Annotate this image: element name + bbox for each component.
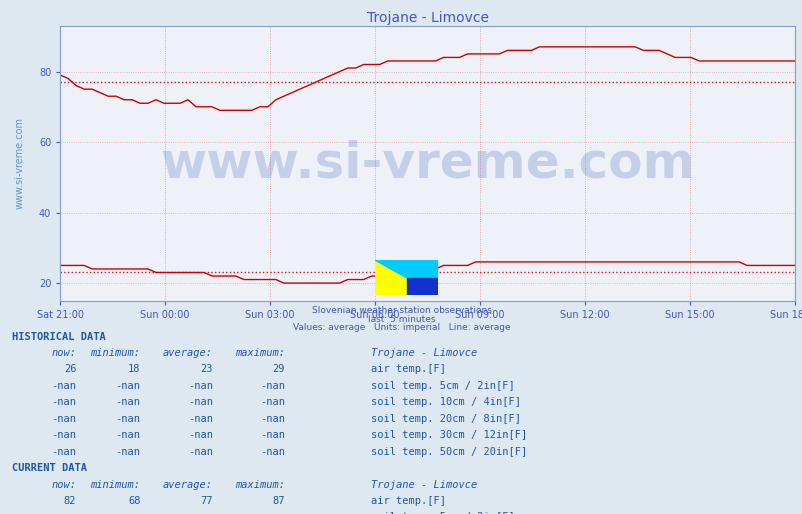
- Text: Trojane - Limovce: Trojane - Limovce: [371, 348, 476, 358]
- Text: CURRENT DATA: CURRENT DATA: [12, 463, 87, 473]
- Text: -nan: -nan: [51, 414, 76, 424]
- Text: www.si-vreme.com: www.si-vreme.com: [160, 139, 694, 187]
- Text: -nan: -nan: [51, 430, 76, 440]
- Text: 87: 87: [272, 496, 285, 506]
- Text: 68: 68: [128, 496, 140, 506]
- Text: air temp.[F]: air temp.[F]: [371, 364, 445, 374]
- Title: Trojane - Limovce: Trojane - Limovce: [367, 10, 488, 25]
- Text: -nan: -nan: [51, 512, 76, 514]
- Text: maximum:: maximum:: [235, 480, 285, 489]
- Text: now:: now:: [51, 480, 76, 489]
- Text: -nan: -nan: [188, 414, 213, 424]
- Text: soil temp. 30cm / 12in[F]: soil temp. 30cm / 12in[F]: [371, 430, 527, 440]
- Text: -nan: -nan: [188, 512, 213, 514]
- Text: 23: 23: [200, 364, 213, 374]
- Text: average:: average:: [163, 348, 213, 358]
- Text: minimum:: minimum:: [91, 480, 140, 489]
- Text: -nan: -nan: [188, 381, 213, 391]
- Text: Values: average   Units: imperial   Line: average: Values: average Units: imperial Line: av…: [292, 323, 510, 332]
- Text: -nan: -nan: [115, 430, 140, 440]
- Text: average:: average:: [163, 480, 213, 489]
- Text: minimum:: minimum:: [91, 348, 140, 358]
- Text: 82: 82: [63, 496, 76, 506]
- Text: soil temp. 20cm / 8in[F]: soil temp. 20cm / 8in[F]: [371, 414, 520, 424]
- Text: -nan: -nan: [188, 447, 213, 456]
- Text: 29: 29: [272, 364, 285, 374]
- Text: last  5 minutes: last 5 minutes: [367, 315, 435, 324]
- Text: 18: 18: [128, 364, 140, 374]
- Text: soil temp. 5cm / 2in[F]: soil temp. 5cm / 2in[F]: [371, 381, 514, 391]
- Text: -nan: -nan: [260, 397, 285, 407]
- Text: -nan: -nan: [260, 430, 285, 440]
- Text: soil temp. 10cm / 4in[F]: soil temp. 10cm / 4in[F]: [371, 397, 520, 407]
- Text: -nan: -nan: [260, 512, 285, 514]
- Text: 26: 26: [63, 364, 76, 374]
- Text: -nan: -nan: [51, 447, 76, 456]
- Text: -nan: -nan: [115, 414, 140, 424]
- Text: -nan: -nan: [115, 512, 140, 514]
- Text: -nan: -nan: [260, 381, 285, 391]
- Text: -nan: -nan: [51, 397, 76, 407]
- Text: -nan: -nan: [115, 397, 140, 407]
- Text: air temp.[F]: air temp.[F]: [371, 496, 445, 506]
- Text: -nan: -nan: [188, 397, 213, 407]
- Text: -nan: -nan: [260, 414, 285, 424]
- Text: Trojane - Limovce: Trojane - Limovce: [371, 480, 476, 489]
- Text: -nan: -nan: [115, 381, 140, 391]
- Text: -nan: -nan: [188, 430, 213, 440]
- Text: now:: now:: [51, 348, 76, 358]
- Text: soil temp. 50cm / 20in[F]: soil temp. 50cm / 20in[F]: [371, 447, 527, 456]
- Text: www.si-vreme.com: www.si-vreme.com: [14, 117, 25, 209]
- Text: 77: 77: [200, 496, 213, 506]
- Text: maximum:: maximum:: [235, 348, 285, 358]
- Text: soil temp. 5cm / 2in[F]: soil temp. 5cm / 2in[F]: [371, 512, 514, 514]
- Text: -nan: -nan: [115, 447, 140, 456]
- Text: Slovenian weather station observations: Slovenian weather station observations: [311, 306, 491, 316]
- Text: HISTORICAL DATA: HISTORICAL DATA: [12, 332, 106, 341]
- Text: -nan: -nan: [51, 381, 76, 391]
- Text: -nan: -nan: [260, 447, 285, 456]
